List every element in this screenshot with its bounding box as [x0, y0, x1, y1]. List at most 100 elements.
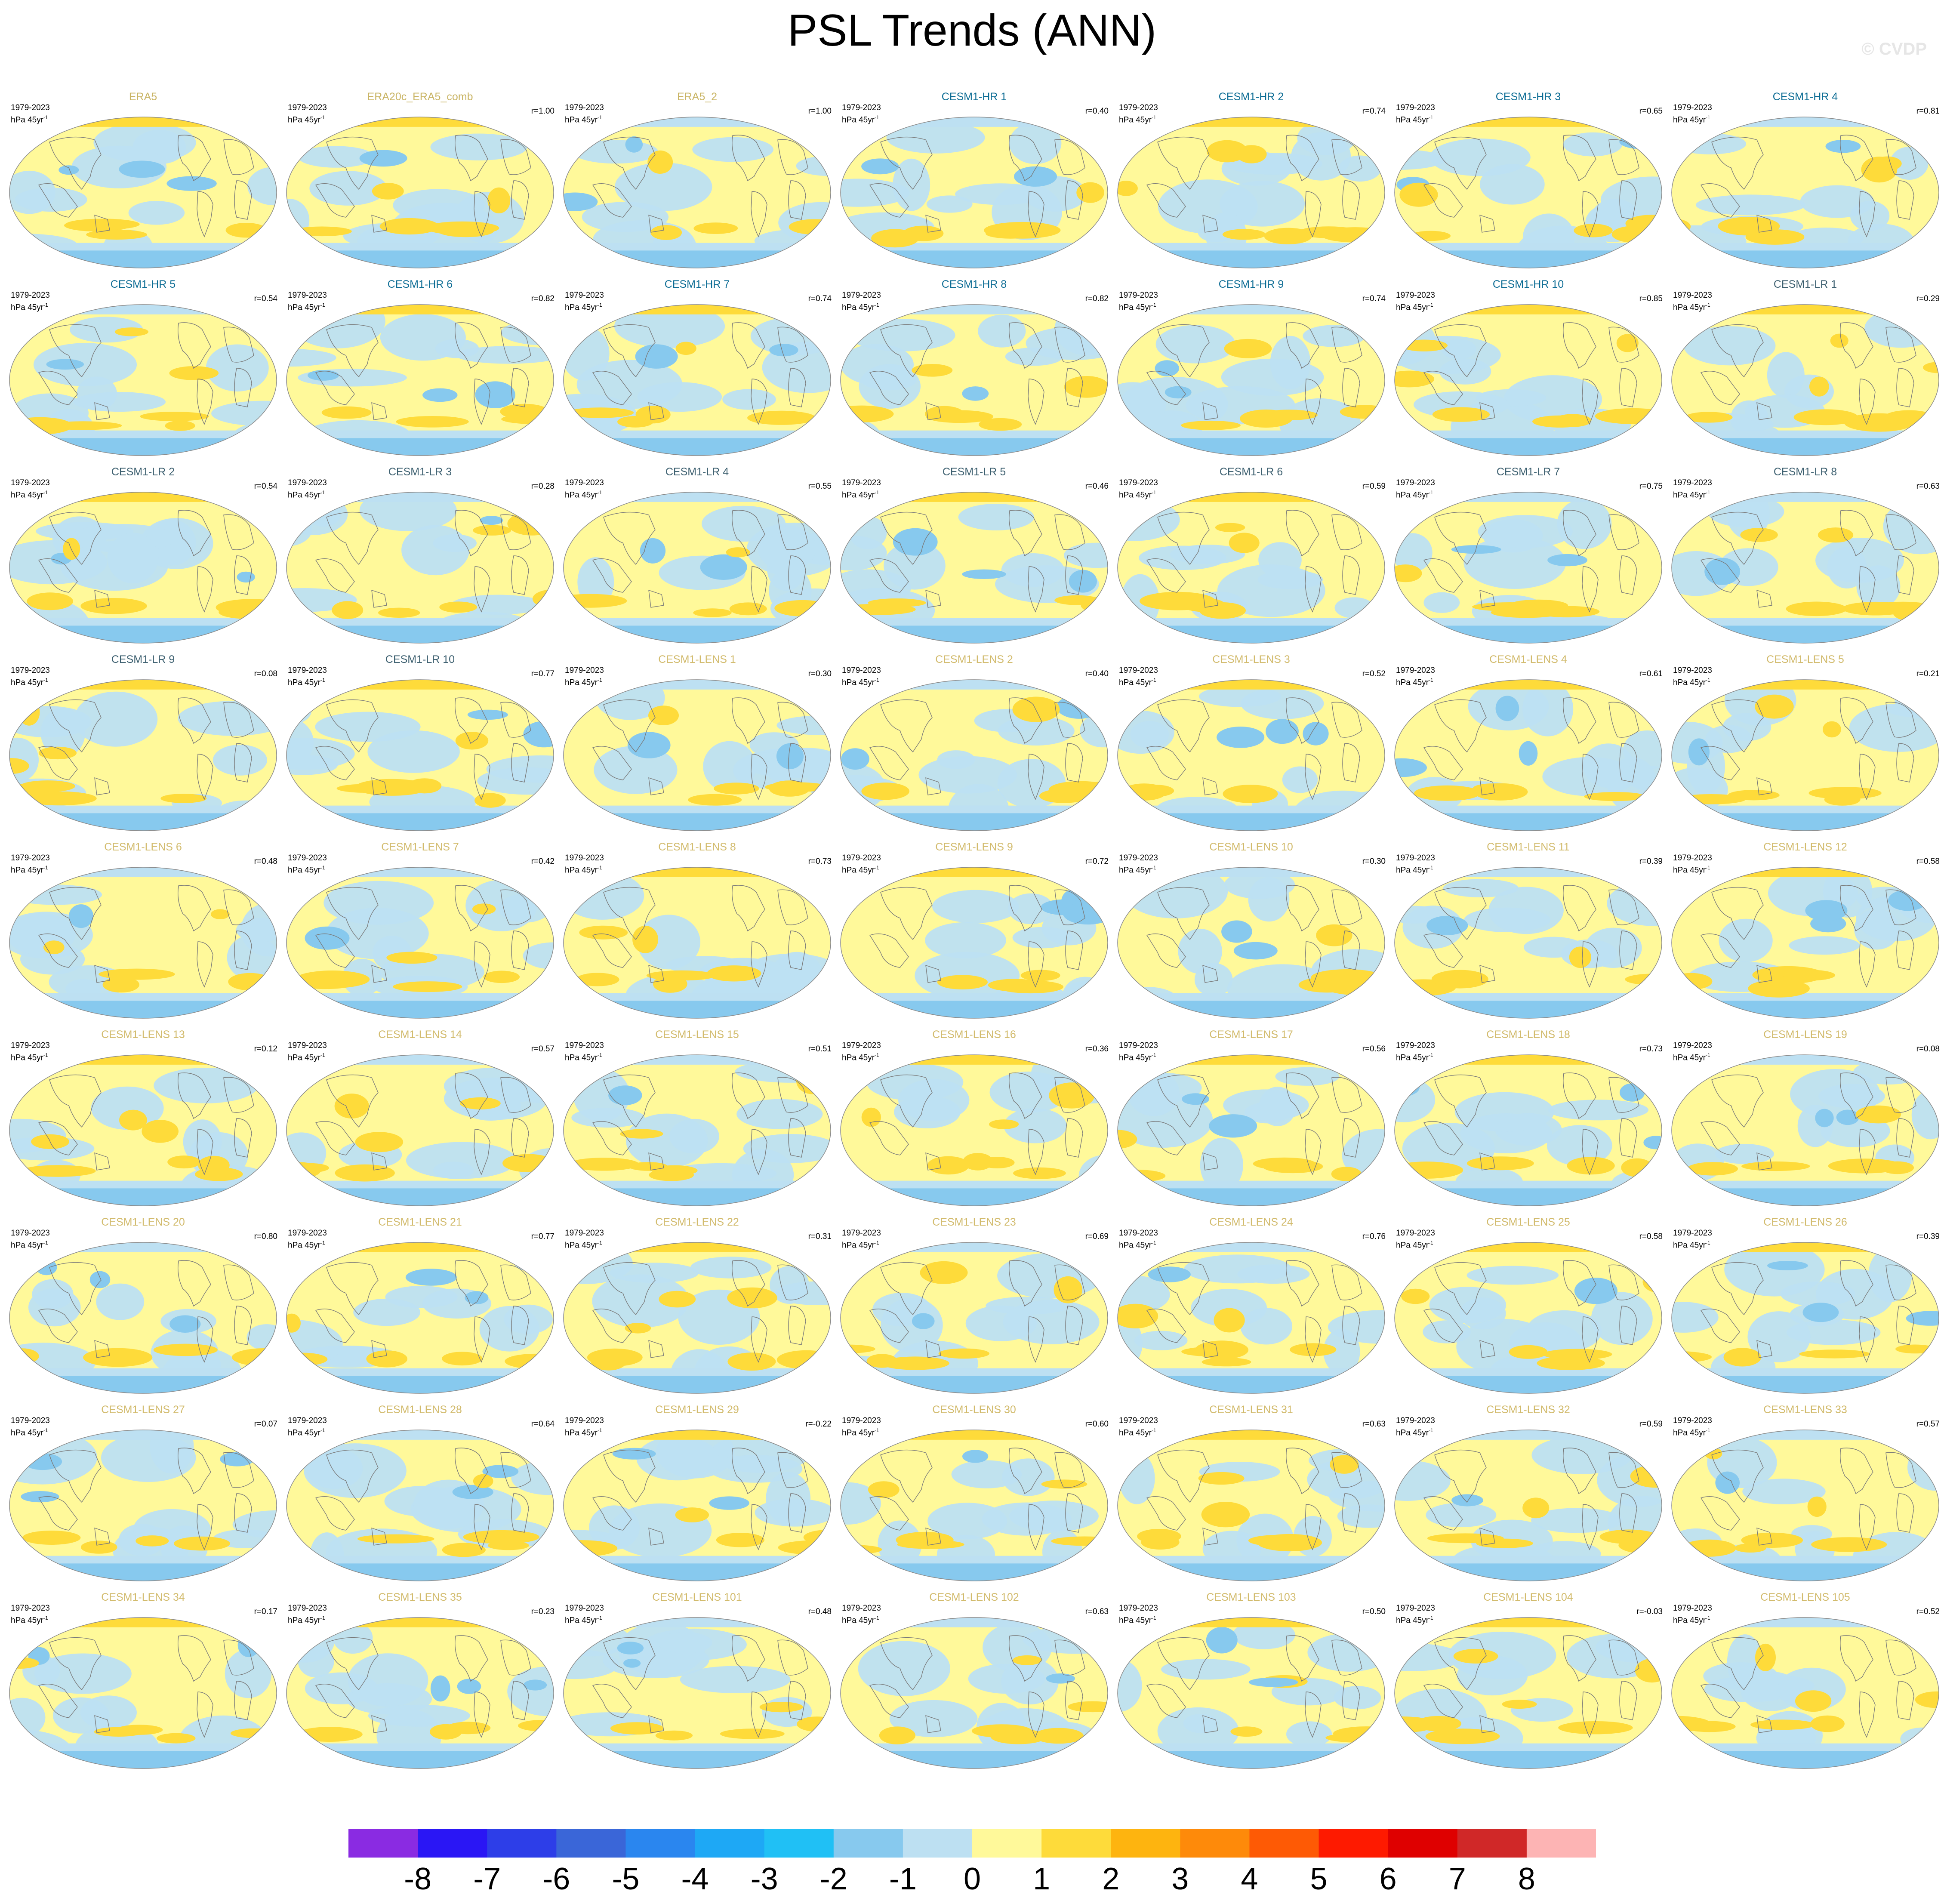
units-exponent: -1	[1429, 114, 1433, 120]
colorbar-swatch	[418, 1829, 487, 1858]
panel-title: CESM1-LENS 101	[652, 1591, 742, 1603]
trend-map	[1394, 1054, 1662, 1206]
panel-correlation: r=0.76	[1362, 1232, 1386, 1241]
coastlines	[315, 1260, 531, 1363]
panel-title: CESM1-LENS 12	[1763, 841, 1847, 853]
units-base: hPa 45yr	[1396, 303, 1429, 312]
colorbar-swatch	[1249, 1829, 1319, 1858]
units-base: hPa 45yr	[1673, 1616, 1706, 1625]
coastlines	[315, 697, 531, 800]
panel-units: hPa 45yr-1	[11, 1238, 48, 1250]
map-panel: ERA5_2 1979-2023 hPa 45yr-1 r=1.00	[558, 90, 836, 278]
trend-map	[286, 492, 554, 644]
panel-correlation: r=0.81	[1916, 107, 1940, 116]
panel-units: hPa 45yr-1	[565, 675, 602, 687]
map-panel: CESM1-LENS 25 1979-2023 hPa 45yr-1 r=0.58	[1389, 1216, 1667, 1404]
panel-units: hPa 45yr-1	[842, 675, 879, 687]
coastlines	[38, 322, 254, 425]
panel-units: hPa 45yr-1	[1673, 488, 1710, 500]
panel-period: 1979-2023	[565, 103, 604, 112]
units-exponent: -1	[1152, 490, 1156, 496]
panel-title: CESM1-LENS 19	[1763, 1029, 1847, 1041]
units-base: hPa 45yr	[11, 866, 44, 875]
panel-title: CESM1-LENS 33	[1763, 1404, 1847, 1416]
panel-correlation: r=0.51	[808, 1044, 832, 1054]
trend-map	[840, 1430, 1108, 1581]
units-exponent: -1	[1152, 865, 1156, 871]
units-exponent: -1	[598, 114, 602, 120]
panel-units: hPa 45yr-1	[288, 863, 325, 875]
coastlines	[1700, 885, 1916, 988]
map-panel: CESM1-HR 5 1979-2023 hPa 45yr-1 r=0.54	[4, 278, 282, 466]
units-base: hPa 45yr	[842, 303, 875, 312]
panel-correlation: r=0.82	[1085, 294, 1109, 303]
panel-correlation: r=0.29	[1916, 294, 1940, 303]
panel-correlation: r=0.54	[254, 482, 277, 491]
panel-title: CESM1-LENS 25	[1486, 1216, 1570, 1228]
units-exponent: -1	[875, 114, 879, 120]
panel-title: CESM1-LENS 24	[1209, 1216, 1293, 1228]
colorbar-tick-label: 3	[1171, 1862, 1189, 1896]
panel-units: hPa 45yr-1	[565, 863, 602, 875]
units-base: hPa 45yr	[11, 303, 44, 312]
units-base: hPa 45yr	[565, 1428, 598, 1438]
units-base: hPa 45yr	[11, 1616, 44, 1625]
units-exponent: -1	[1152, 302, 1156, 308]
coastlines	[1700, 1635, 1916, 1738]
map-panel: CESM1-HR 2 1979-2023 hPa 45yr-1 r=0.74	[1112, 90, 1390, 278]
coastlines	[869, 322, 1085, 425]
panel-period: 1979-2023	[1673, 1229, 1712, 1238]
units-exponent: -1	[1152, 677, 1156, 683]
colorbar-tick-label: -3	[750, 1862, 778, 1896]
panel-correlation: r=0.73	[808, 857, 832, 866]
trend-map	[1394, 867, 1662, 1019]
trend-map	[9, 1242, 277, 1394]
trend-map	[840, 1242, 1108, 1394]
trend-map	[286, 1054, 554, 1206]
map-panel: ERA20c_ERA5_comb 1979-2023 hPa 45yr-1 r=1.0…	[281, 90, 559, 278]
panel-units: hPa 45yr-1	[11, 113, 48, 125]
panel-title: CESM1-HR 2	[1218, 91, 1284, 103]
trend-map	[563, 117, 831, 268]
panel-title: CESM1-LENS 10	[1209, 841, 1293, 853]
panel-period: 1979-2023	[1673, 666, 1712, 675]
panel-period: 1979-2023	[565, 1416, 604, 1425]
panel-period: 1979-2023	[565, 666, 604, 675]
trend-map	[1117, 117, 1385, 268]
panel-units: hPa 45yr-1	[1673, 675, 1710, 687]
panel-units: hPa 45yr-1	[1396, 675, 1433, 687]
trend-map	[840, 304, 1108, 456]
panel-correlation: r=0.48	[254, 857, 277, 866]
units-base: hPa 45yr	[11, 1428, 44, 1438]
units-exponent: -1	[43, 677, 48, 683]
panel-correlation: r=0.65	[1639, 107, 1663, 116]
units-exponent: -1	[1429, 1427, 1433, 1433]
panel-period: 1979-2023	[842, 1416, 881, 1425]
coastlines	[1146, 1072, 1362, 1175]
units-base: hPa 45yr	[842, 115, 875, 125]
map-panel: CESM1-HR 7 1979-2023 hPa 45yr-1 r=0.74	[558, 278, 836, 466]
units-base: hPa 45yr	[842, 1053, 875, 1063]
trend-map	[840, 1054, 1108, 1206]
trend-map	[9, 679, 277, 831]
coastlines	[1423, 1072, 1639, 1175]
panel-correlation: r=0.36	[1085, 1044, 1109, 1054]
panel-units: hPa 45yr-1	[842, 1426, 879, 1438]
panel-period: 1979-2023	[1119, 103, 1158, 112]
trend-map	[1394, 492, 1662, 644]
coastlines	[315, 322, 531, 425]
coastlines	[592, 1448, 808, 1550]
map-panel: CESM1-LENS 2 1979-2023 hPa 45yr-1 r=0.40	[835, 653, 1113, 841]
map-panel: CESM1-LENS 21 1979-2023 hPa 45yr-1 r=0.77	[281, 1216, 559, 1404]
panel-period: 1979-2023	[1396, 666, 1435, 675]
panel-title: CESM1-LENS 2	[935, 653, 1013, 665]
panel-units: hPa 45yr-1	[1119, 1051, 1156, 1063]
units-base: hPa 45yr	[565, 866, 598, 875]
panel-correlation: r=0.58	[1639, 1232, 1663, 1241]
panel-period: 1979-2023	[1119, 666, 1158, 675]
units-base: hPa 45yr	[1119, 1053, 1152, 1063]
colorbar-swatch	[1526, 1829, 1596, 1858]
panel-units: hPa 45yr-1	[288, 675, 325, 687]
panel-period: 1979-2023	[11, 853, 50, 863]
panel-units: hPa 45yr-1	[842, 1238, 879, 1250]
